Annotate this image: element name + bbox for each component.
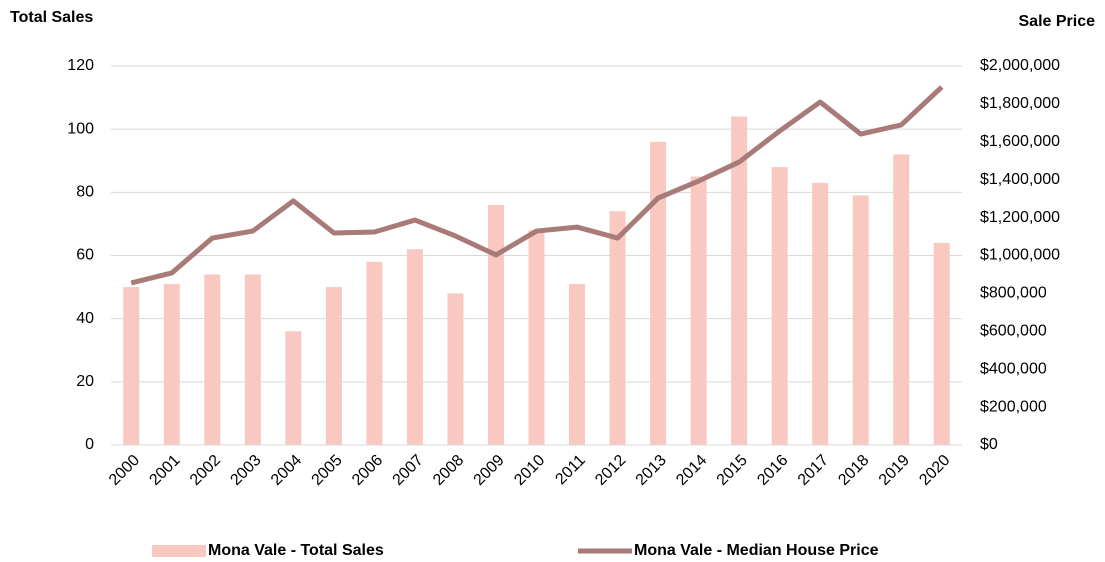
bar — [204, 274, 221, 445]
line — [130, 85, 944, 286]
x-tick-label: 2008 — [430, 452, 467, 489]
y2-axis-title: Sale Price — [1019, 13, 1096, 30]
x-tick-label: 2007 — [390, 452, 427, 489]
x-tick-label: 2020 — [916, 452, 953, 489]
y2-tick-label: $400,000 — [980, 360, 1047, 377]
x-tick-label: 2014 — [673, 452, 710, 489]
bar — [406, 249, 423, 445]
bar — [933, 242, 950, 445]
x-tick-label: 2001 — [146, 452, 183, 489]
bar — [244, 274, 261, 445]
y2-tick-label: $1,000,000 — [980, 247, 1060, 264]
x-tick-label: 2013 — [633, 452, 670, 489]
x-tick-label: 2000 — [106, 452, 143, 489]
bar — [285, 331, 302, 445]
y2-tick-label: $1,400,000 — [980, 171, 1060, 188]
bar — [325, 287, 342, 445]
bar — [893, 154, 910, 445]
bar — [569, 283, 586, 445]
bar — [650, 141, 667, 446]
bar — [366, 261, 383, 445]
x-tick-label: 2003 — [227, 452, 264, 489]
x-tick-label: 2015 — [714, 452, 751, 489]
bar — [690, 176, 707, 445]
y2-tick-label: $0 — [980, 436, 998, 453]
y-tick-label: 40 — [76, 310, 94, 327]
x-tick-label: 2002 — [187, 452, 224, 489]
x-tick-label: 2017 — [795, 452, 832, 489]
legend-label: Mona Vale - Median House Price — [634, 542, 879, 559]
bar — [447, 293, 464, 445]
bar — [528, 230, 545, 445]
bar — [123, 287, 140, 445]
x-tick-label: 2009 — [471, 452, 508, 489]
y-tick-label: 100 — [67, 120, 94, 137]
x-tick-label: 2011 — [552, 452, 588, 488]
y-axis-title: Total Sales — [10, 9, 93, 26]
bar — [771, 167, 788, 446]
x-tick-label: 2005 — [309, 452, 346, 489]
x-tick-label: 2012 — [592, 452, 629, 489]
y-tick-label: 20 — [76, 373, 94, 390]
x-tick-label: 2018 — [835, 452, 872, 489]
bar — [609, 211, 626, 445]
y2-tick-label: $800,000 — [980, 285, 1047, 302]
y2-tick-label: $1,200,000 — [980, 209, 1060, 226]
bar — [487, 204, 504, 445]
y2-tick-label: $1,800,000 — [980, 95, 1060, 112]
x-tick-label: 2006 — [349, 452, 386, 489]
bar — [852, 195, 869, 445]
x-tick-label: 2004 — [268, 452, 305, 489]
x-tick-label: 2010 — [511, 452, 548, 489]
y-tick-label: 0 — [85, 436, 94, 453]
legend-swatch — [152, 545, 206, 557]
y-tick-label: 80 — [76, 184, 94, 201]
y2-tick-label: $2,000,000 — [980, 57, 1060, 74]
y-tick-label: 60 — [76, 247, 94, 264]
y-tick-label: 120 — [67, 57, 94, 74]
bar — [812, 182, 829, 445]
bar — [731, 116, 748, 446]
bar — [163, 283, 180, 445]
x-tick-label: 2019 — [876, 452, 913, 489]
y2-tick-label: $200,000 — [980, 398, 1047, 415]
y2-tick-label: $600,000 — [980, 323, 1047, 340]
x-tick-label: 2016 — [754, 452, 791, 489]
legend-label: Mona Vale - Total Sales — [208, 542, 384, 559]
y2-tick-label: $1,600,000 — [980, 133, 1060, 150]
